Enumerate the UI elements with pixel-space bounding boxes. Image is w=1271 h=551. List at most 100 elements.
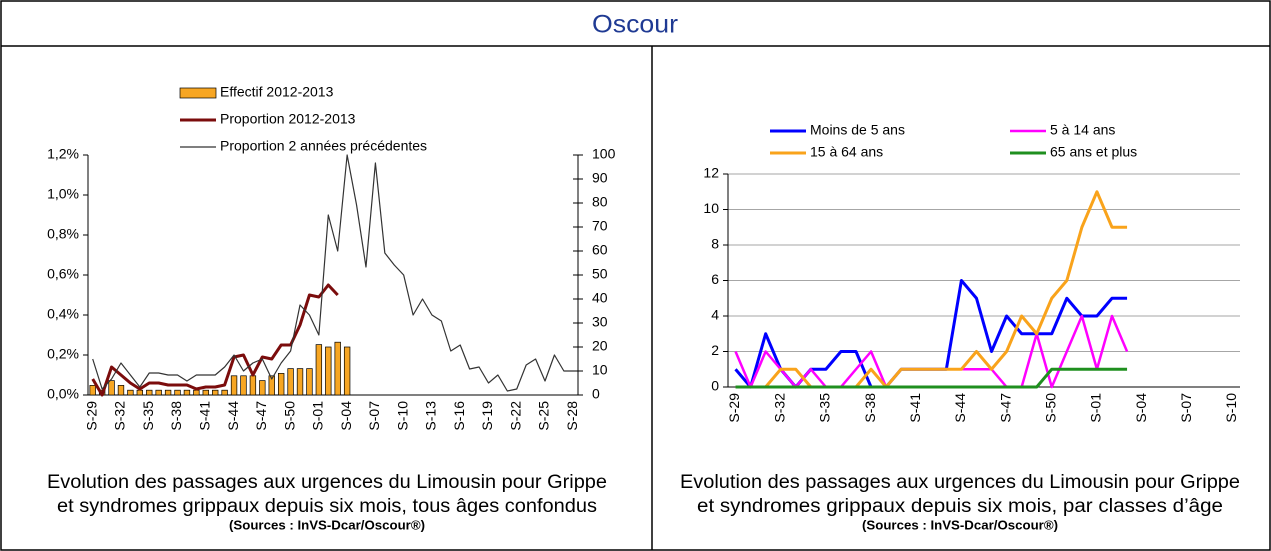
x-tick-label: S-44 [952,393,968,423]
bar [136,389,144,396]
caption: et syndromes grippaux depuis six mois, p… [697,496,1223,517]
x-tick-label: S-29 [83,401,99,431]
bar [117,385,125,396]
legend-label: Moins de 5 ans [810,122,905,138]
y-tick-label: 6 [711,271,719,287]
y2-tick-label: 30 [592,314,608,330]
y-tick-label: 0,4% [47,306,79,322]
x-tick-label: S-13 [423,401,439,431]
bar [277,373,285,396]
y-tick-label: 1,2% [47,146,79,162]
y-tick-label: 4 [711,307,719,323]
y-tick-label: 2 [711,342,719,358]
x-tick-label: S-25 [536,401,552,431]
y2-tick-label: 20 [592,338,608,354]
y2-tick-label: 80 [592,194,608,210]
line-series [734,279,1128,389]
legend-swatch [179,87,217,99]
x-tick-label: S-22 [507,401,523,431]
caption: et syndromes grippaux depuis six mois, t… [57,496,597,517]
legend-label: Proportion 2012-2013 [220,111,356,127]
bar [174,389,181,396]
legend-label: 5 à 14 ans [1050,122,1115,138]
x-tick-label: S-47 [253,401,269,431]
y-tick-label: 10 [703,200,719,216]
x-tick-label: S-01 [310,401,326,431]
bar [164,389,172,396]
x-tick-label: S-10 [1223,393,1239,423]
bar [89,385,96,396]
x-tick-label: S-28 [564,401,580,431]
bar [146,389,153,396]
y-tick-label: 0,2% [47,346,79,362]
bar [127,389,134,396]
x-tick-label: S-50 [1042,393,1058,423]
legend-label: Effectif 2012-2013 [220,84,334,100]
x-tick-label: S-07 [1178,393,1194,423]
x-tick-label: S-41 [907,393,923,423]
bar [296,368,304,396]
y2-tick-label: 10 [592,362,608,378]
bar [287,368,294,396]
source: (Sources : InVS-Dcar/Oscour®) [229,517,425,532]
bar [212,389,219,396]
line-series [91,283,339,397]
y-tick-label: 0 [711,378,719,394]
x-tick-label: S-07 [366,401,382,431]
bar [221,389,228,396]
header-title: Oscour [592,11,678,39]
bar [268,375,275,396]
line-series [735,367,1128,389]
x-tick-label: S-32 [112,401,128,431]
y-tick-label: 0,6% [47,266,79,282]
x-tick-label: S-32 [771,393,787,423]
line-series [92,154,574,392]
bar [193,389,200,396]
bar [315,344,323,396]
x-tick-label: S-38 [168,401,184,431]
caption: Evolution des passages aux urgences du L… [47,472,607,493]
x-tick-label: S-41 [196,401,212,431]
bar [108,380,115,396]
x-tick-label: S-16 [451,401,467,431]
bar [306,368,313,396]
x-tick-label: S-19 [479,401,495,431]
bar [249,375,257,396]
bar [183,389,191,396]
x-tick-label: S-35 [140,401,156,431]
bar [334,341,341,396]
caption: Evolution des passages aux urgences du L… [680,472,1240,493]
y-tick-label: 12 [703,165,719,181]
y2-tick-label: 60 [592,242,608,258]
bar [240,375,247,396]
legend-label: 65 ans et plus [1050,144,1137,160]
y2-tick-label: 0 [592,386,600,402]
y2-tick-label: 40 [592,290,608,306]
bar [343,346,351,396]
x-tick-label: S-44 [225,401,241,431]
bar [230,375,238,396]
x-tick-label: S-29 [726,393,742,423]
x-tick-label: S-01 [1088,393,1104,423]
legend-label: 15 à 64 ans [810,144,883,160]
line-series [735,190,1128,389]
y2-tick-label: 90 [592,170,608,186]
x-tick-label: S-50 [281,401,297,431]
x-tick-label: S-38 [862,393,878,423]
x-tick-label: S-35 [817,393,833,423]
x-tick-label: S-04 [338,401,354,431]
source: (Sources : InVS-Dcar/Oscour®) [862,517,1058,532]
y-tick-label: 0,8% [47,226,79,242]
y2-tick-label: 50 [592,266,608,282]
y2-tick-label: 70 [592,218,608,234]
x-tick-label: S-10 [394,401,410,431]
bar [202,389,209,396]
y-tick-label: 1,0% [47,186,79,202]
bar [259,380,266,396]
bar [155,389,162,396]
y-tick-label: 0,0% [47,386,79,402]
y2-tick-label: 100 [592,146,616,162]
x-tick-label: S-47 [997,393,1013,423]
